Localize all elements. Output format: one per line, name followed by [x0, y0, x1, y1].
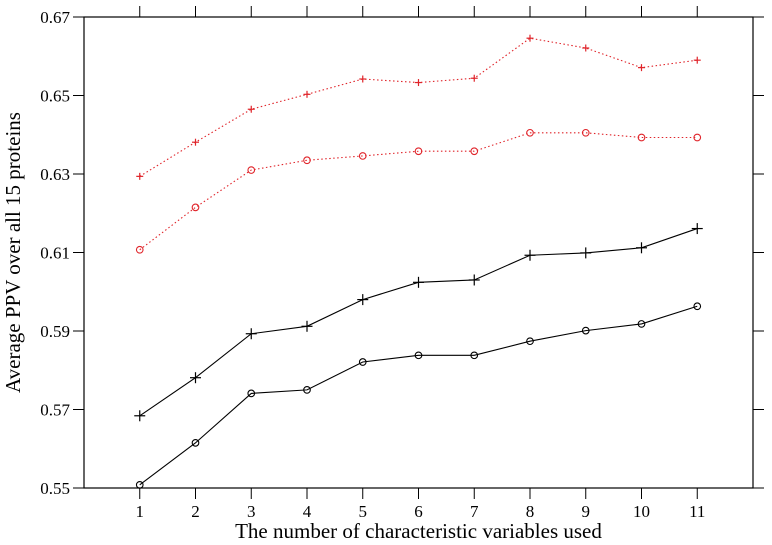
data-point-circle	[693, 302, 702, 311]
x-tick-label: 2	[191, 502, 200, 521]
data-point-plus	[134, 410, 146, 422]
data-point-circle	[581, 128, 590, 137]
y-tick-label: 0.63	[40, 165, 70, 184]
x-tick-label: 1	[136, 502, 145, 521]
data-point-plus	[247, 105, 255, 113]
y-tick-label: 0.55	[40, 479, 70, 498]
data-point-circle	[526, 337, 534, 346]
data-point-plus	[303, 90, 311, 98]
data-point-plus	[413, 276, 424, 288]
series-4	[135, 302, 702, 489]
x-tick-label: 10	[633, 502, 650, 521]
data-point-plus	[359, 75, 367, 83]
data-point-plus	[693, 56, 701, 64]
data-point-circle	[414, 147, 423, 156]
data-point-circle	[303, 156, 311, 165]
series-layer	[134, 34, 703, 489]
series-line	[139, 228, 698, 417]
data-point-circle	[247, 389, 256, 398]
y-tick-label: 0.67	[40, 8, 70, 27]
x-tick-label: 7	[470, 502, 479, 521]
x-tick-label: 4	[303, 502, 312, 521]
series-1	[136, 34, 701, 180]
data-point-circle	[191, 439, 200, 447]
x-tick-label: 8	[526, 502, 535, 521]
data-point-plus	[580, 247, 592, 259]
plot-axes: 1 2 3 4 5 6 7 8 9 10 11 0.55 0.57 0.59 0.61 0.63 0.65 0.6…	[40, 6, 764, 521]
data-point-plus	[636, 242, 647, 254]
data-point-circle	[414, 351, 423, 360]
x-tick-label: 11	[689, 502, 705, 521]
data-point-circle	[637, 320, 646, 328]
data-point-plus	[582, 44, 590, 52]
data-point-circle	[470, 351, 479, 360]
data-point-plus	[245, 328, 257, 340]
data-point-plus	[192, 138, 199, 146]
data-point-plus	[524, 249, 536, 261]
series-3	[134, 223, 703, 422]
data-point-plus	[415, 79, 422, 87]
data-point-plus	[526, 34, 534, 42]
x-tick-label: 6	[414, 502, 423, 521]
series-line	[139, 305, 698, 486]
data-point-circle	[637, 133, 646, 142]
x-tick-label: 5	[359, 502, 368, 521]
series-line	[139, 37, 698, 177]
x-axis-title: The number of characteristic variables u…	[235, 519, 602, 543]
data-point-plus	[470, 74, 478, 82]
data-point-circle	[526, 128, 534, 137]
data-point-plus	[136, 172, 144, 180]
x-tick-label: 3	[247, 502, 256, 521]
data-point-circle	[303, 386, 311, 394]
data-point-plus	[468, 274, 480, 286]
x-tick-label: 9	[582, 502, 591, 521]
data-point-plus	[301, 320, 313, 332]
data-point-circle	[135, 245, 144, 254]
data-point-circle	[358, 152, 367, 160]
data-point-circle	[191, 203, 200, 212]
data-point-plus	[190, 372, 201, 384]
data-point-circle	[470, 147, 479, 156]
y-axis-title: Average PPV over all 15 proteins	[1, 112, 25, 393]
y-tick-label: 0.59	[40, 322, 70, 341]
data-point-circle	[358, 358, 367, 366]
data-point-circle	[135, 481, 144, 489]
series-line	[139, 132, 698, 251]
y-tick-label: 0.61	[40, 244, 70, 263]
data-point-circle	[693, 133, 702, 142]
series-2	[135, 128, 702, 254]
y-tick-label: 0.57	[40, 401, 70, 420]
plot-frame	[83, 16, 754, 489]
y-tick-label: 0.65	[40, 87, 70, 106]
data-point-circle	[581, 326, 590, 335]
data-point-plus	[357, 294, 369, 306]
data-point-circle	[247, 166, 256, 174]
data-point-plus	[638, 64, 645, 72]
data-point-plus	[691, 223, 703, 235]
